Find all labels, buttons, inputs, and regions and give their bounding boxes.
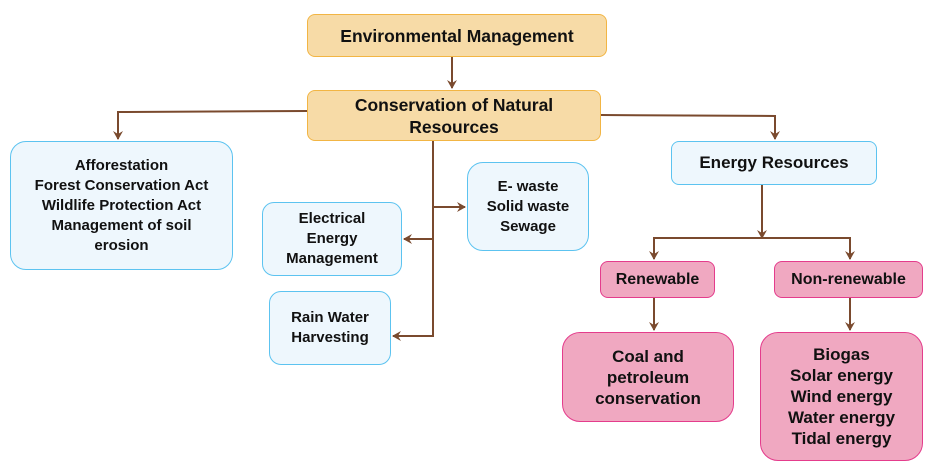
renewable-items-node: Coal and petroleum conservation (562, 332, 734, 422)
arrow-to-nonrenewable (762, 237, 855, 260)
waste-item: Solid waste (486, 197, 570, 215)
electrical-line: Energy (306, 230, 358, 247)
electrical-node: Electrical Energy Management (262, 202, 402, 276)
nonrenewable-item: Wind energy (790, 387, 893, 406)
renewable-node: Renewable (600, 261, 715, 298)
forest-item: Wildlife Protection Act (41, 196, 202, 214)
waste-node: E- waste Solid waste Sewage (467, 162, 589, 251)
renewable-item: petroleum (606, 367, 690, 387)
arrow-to-forest (113, 110, 308, 140)
nonrenewable-item: Water energy (787, 408, 896, 427)
arrow-to-renewable (649, 237, 762, 260)
energy-label: Energy Resources (699, 153, 849, 172)
nonrenewable-item: Tidal energy (791, 429, 892, 448)
renewable-label: Renewable (615, 270, 700, 288)
energy-node: Energy Resources (671, 141, 877, 185)
nonrenewable-item: Solar energy (790, 366, 893, 385)
renewable-item: conservation (595, 388, 701, 408)
forest-item: erosion (94, 236, 149, 254)
forest-item: Management of soil (51, 216, 192, 234)
nonrenewable-node: Non-renewable (774, 261, 923, 298)
arrow-to-energy (600, 114, 780, 140)
forest-node: Afforestation Forest Conservation Act Wi… (10, 141, 233, 270)
waste-item: E- waste (497, 177, 559, 195)
rain-node: Rain Water Harvesting (269, 291, 391, 365)
nonrenewable-label: Non-renewable (791, 270, 906, 288)
conservation-label: Conservation of Natural Resources (354, 94, 554, 137)
nonrenewable-items-node: Biogas Solar energy Wind energy Water en… (760, 332, 923, 461)
rain-line: Harvesting (291, 329, 369, 346)
rain-line: Rain Water (291, 309, 369, 326)
waste-item: Sewage (500, 217, 556, 235)
root-label: Environmental Management (340, 25, 574, 46)
forest-item: Afforestation (74, 156, 169, 174)
renewable-item: Coal and (612, 346, 684, 366)
electrical-line: Management (286, 250, 378, 267)
conservation-node: Conservation of Natural Resources (307, 90, 601, 141)
nonrenewable-item: Biogas (813, 345, 870, 364)
electrical-line: Electrical (298, 210, 366, 227)
forest-item: Forest Conservation Act (34, 176, 209, 194)
root-node: Environmental Management (307, 14, 607, 57)
